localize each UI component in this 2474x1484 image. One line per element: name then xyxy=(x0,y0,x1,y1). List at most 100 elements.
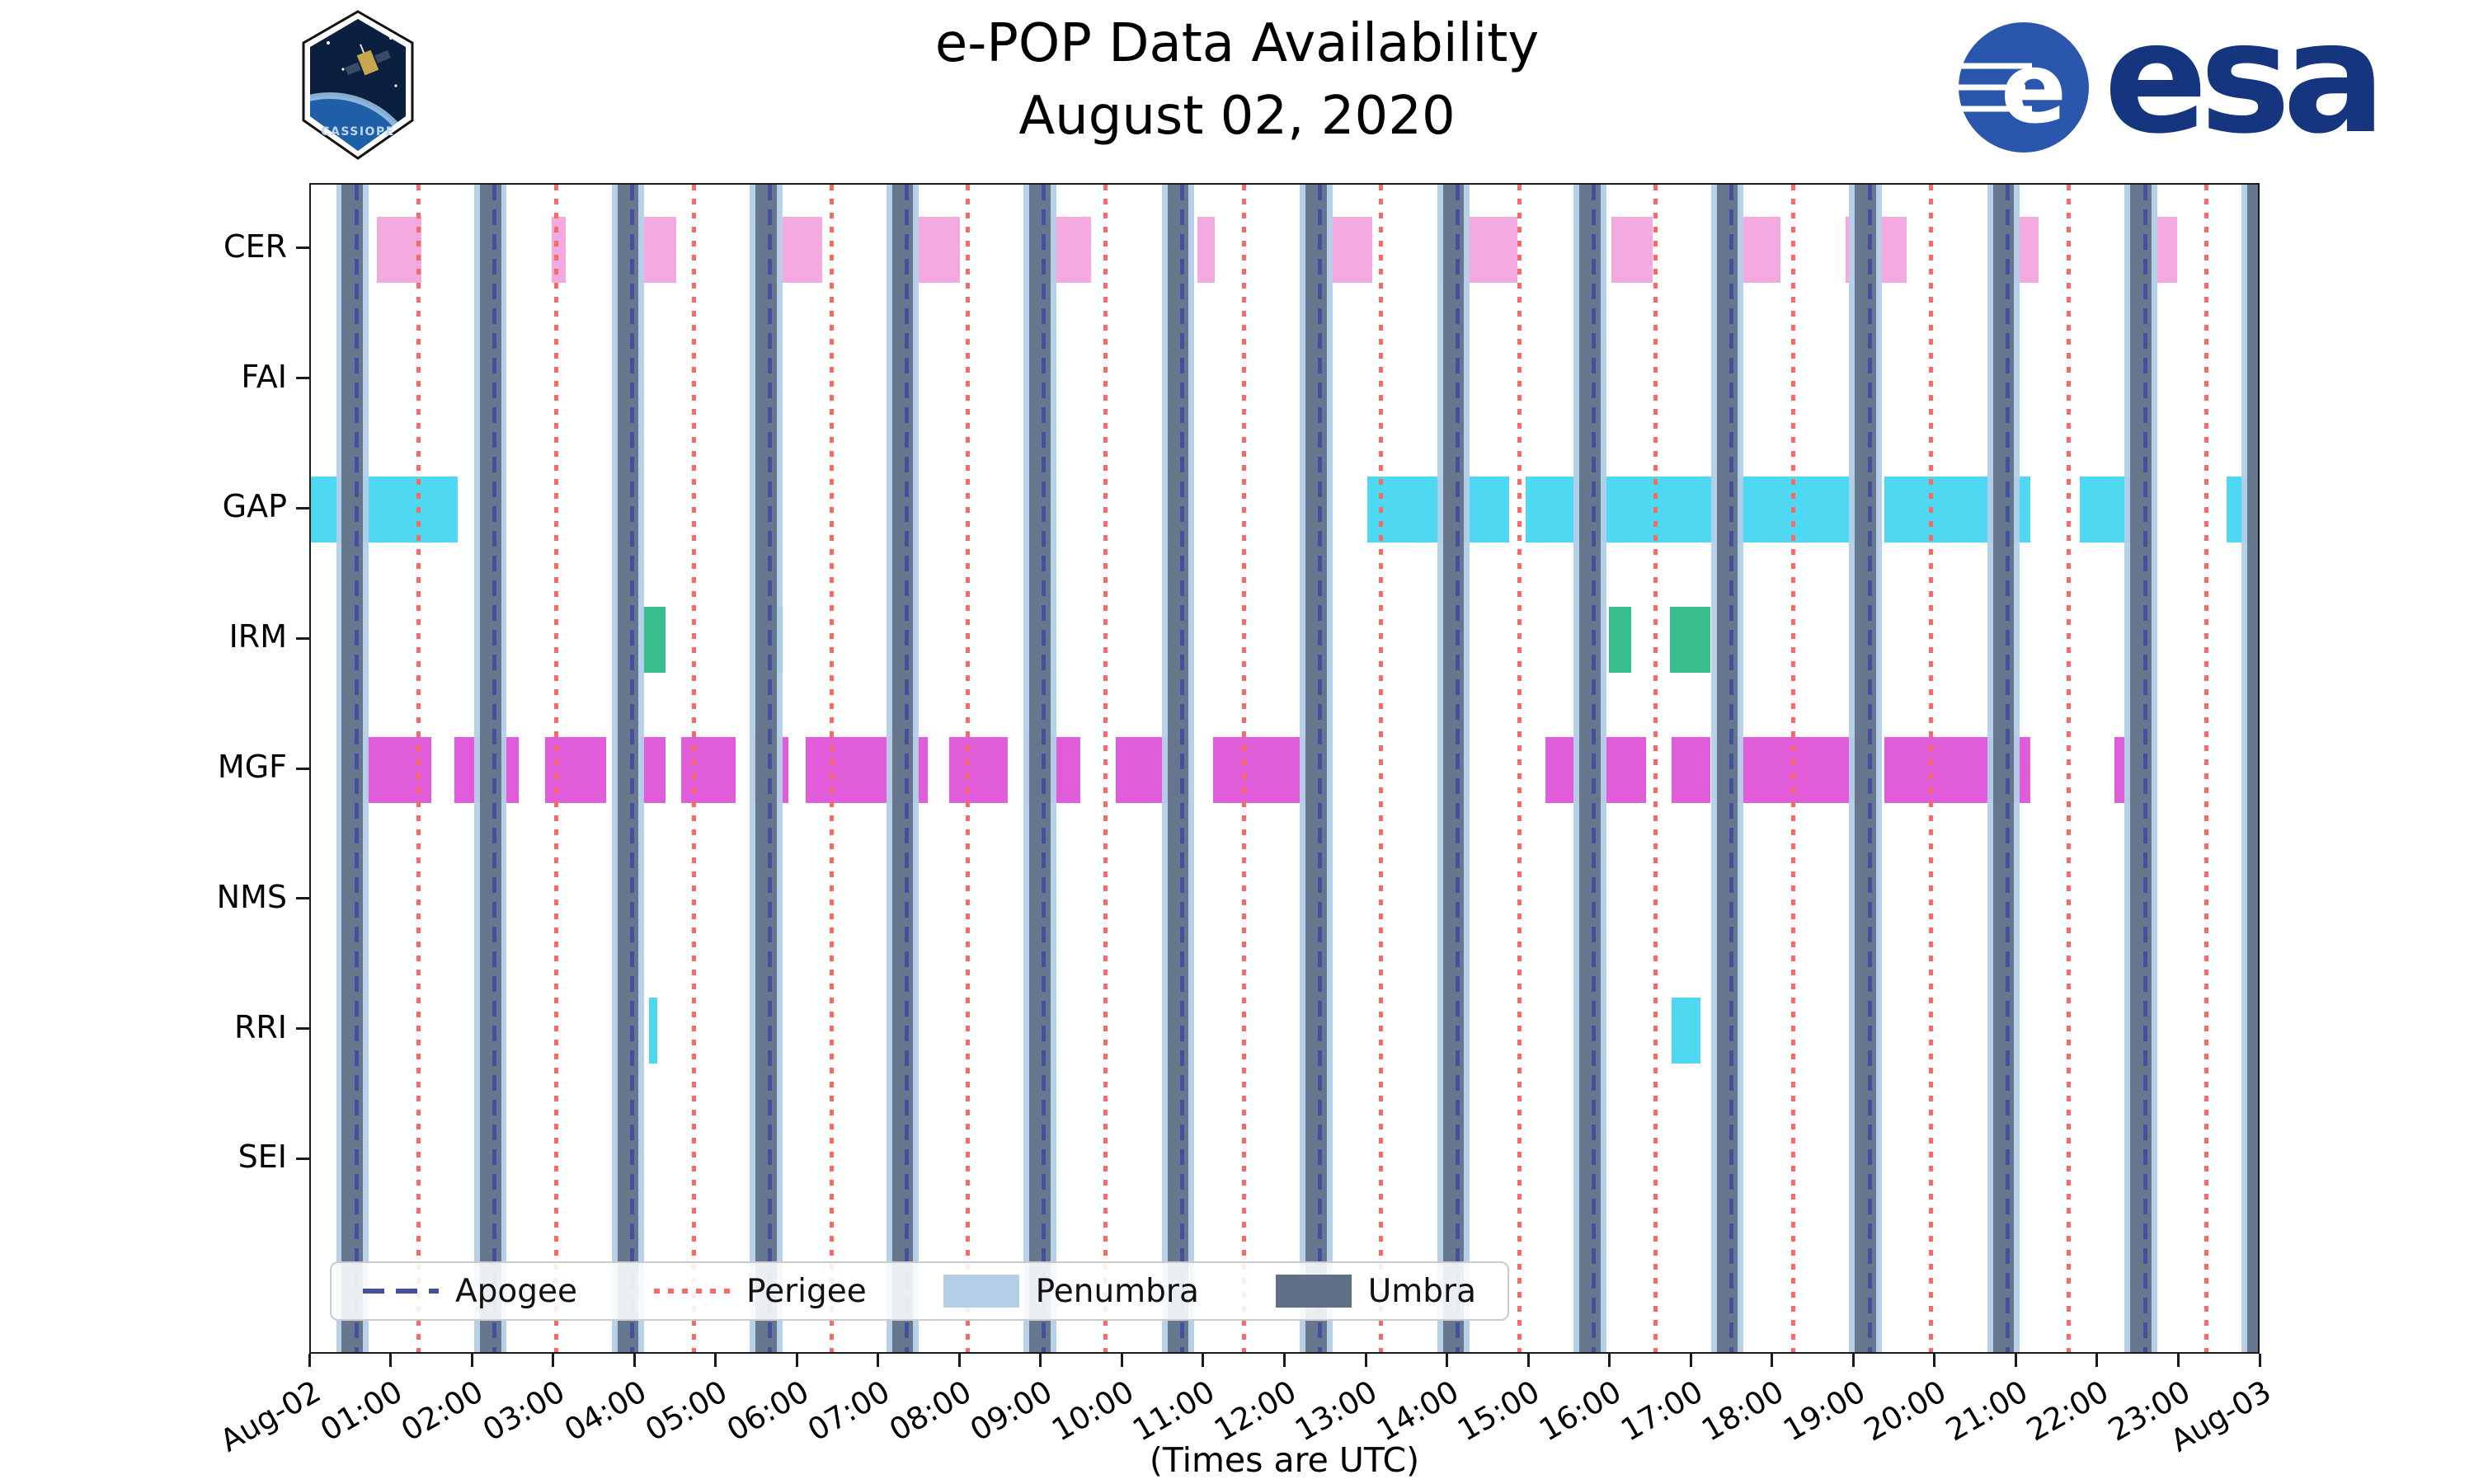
xtick-label: 11:00 xyxy=(1126,1374,1221,1449)
perigee-line xyxy=(1241,185,1246,1352)
availability-bar-irm xyxy=(1669,607,1710,674)
xtick-label: 15:00 xyxy=(1451,1374,1546,1449)
perigee-line xyxy=(1379,185,1384,1352)
umbra-band xyxy=(1992,185,2015,1352)
umbra-band xyxy=(1579,185,1601,1352)
star-dot xyxy=(394,84,397,87)
xtick-label: 13:00 xyxy=(1289,1374,1384,1449)
availability-bar-cer xyxy=(1738,216,1780,283)
xtick-label: 18:00 xyxy=(1696,1374,1790,1449)
apogee-line xyxy=(492,185,497,1352)
xtick-label: 05:00 xyxy=(639,1374,734,1449)
xtick-mark xyxy=(1851,1354,1855,1367)
legend-label: Perigee xyxy=(745,1272,867,1310)
legend-label: Penumbra xyxy=(1035,1272,1199,1310)
apogee-line xyxy=(1592,185,1597,1352)
earth-limb-highlight xyxy=(310,92,406,151)
perigee-line xyxy=(691,185,696,1352)
perigee-line xyxy=(1517,185,1522,1352)
umbra-band xyxy=(617,185,639,1352)
penumbra-patch-sample xyxy=(943,1275,1019,1308)
xtick-label: 07:00 xyxy=(802,1374,896,1449)
perigee-line xyxy=(1929,185,1934,1352)
umbra-band xyxy=(1442,185,1465,1352)
star-dot xyxy=(341,68,345,71)
umbra-band xyxy=(2130,185,2152,1352)
apogee-line xyxy=(904,185,909,1352)
xtick-mark xyxy=(1283,1354,1286,1367)
availability-bar-mgf xyxy=(948,737,1009,803)
umbra-band xyxy=(755,185,777,1352)
xtick-label: 02:00 xyxy=(395,1374,490,1449)
availability-bar-cer xyxy=(911,216,961,283)
star-dot xyxy=(327,41,330,45)
availability-bar-cer xyxy=(1611,216,1653,283)
xtick-label: 04:00 xyxy=(557,1374,652,1449)
xtick-label: 22:00 xyxy=(2020,1374,2115,1449)
x-axis-title: (Times are UTC) xyxy=(1149,1440,1420,1480)
xtick-mark xyxy=(1120,1354,1123,1367)
umbra-band xyxy=(1305,185,1327,1352)
availability-bar-mgf xyxy=(1671,737,1710,803)
ytick-label-cer: CER xyxy=(223,228,287,265)
perigee-dotted-line-sample xyxy=(653,1289,730,1294)
availability-bar-mgf xyxy=(681,737,736,803)
xtick-mark xyxy=(2095,1354,2099,1367)
umbra-band xyxy=(891,185,914,1352)
esa-wordmark: esa xyxy=(2104,0,2386,167)
xtick-mark xyxy=(2176,1354,2180,1367)
apogee-line xyxy=(768,185,773,1352)
apogee-line xyxy=(2006,185,2011,1352)
perigee-line xyxy=(416,185,421,1352)
xtick-label: 09:00 xyxy=(964,1374,1059,1449)
xtick-label: 01:00 xyxy=(314,1374,409,1449)
ytick-label-irm: IRM xyxy=(228,618,287,655)
umbra-band xyxy=(1855,185,1876,1352)
legend-item-umbra: Umbra xyxy=(1275,1273,1476,1310)
xtick-mark xyxy=(470,1354,473,1367)
availability-bar-mgf xyxy=(641,737,666,803)
umbra-band xyxy=(1716,185,1738,1352)
xtick-label: 03:00 xyxy=(477,1374,571,1449)
perigee-line xyxy=(1103,185,1108,1352)
ytick-label-gap: GAP xyxy=(222,488,287,525)
apogee-line xyxy=(1729,185,1733,1352)
xtick-mark xyxy=(714,1354,717,1367)
umbra-band xyxy=(479,185,501,1352)
availability-bar-irm xyxy=(641,607,666,674)
ytick-mark xyxy=(296,767,309,770)
apogee-line xyxy=(2142,185,2147,1352)
perigee-line xyxy=(965,185,970,1352)
xtick-mark xyxy=(1446,1354,1449,1367)
satellite-graphic xyxy=(345,44,391,76)
perigee-line xyxy=(1790,185,1795,1352)
xtick-mark xyxy=(1364,1354,1367,1367)
xtick-mark xyxy=(2014,1354,2017,1367)
ytick-mark xyxy=(296,506,309,510)
apogee-line xyxy=(1042,185,1047,1352)
xtick-label: 16:00 xyxy=(1533,1374,1628,1449)
apogee-line xyxy=(1455,185,1460,1352)
ytick-label-nms: NMS xyxy=(216,878,287,915)
ytick-label-fai: FAI xyxy=(241,358,287,395)
umbra-band xyxy=(1029,185,1051,1352)
xtick-label: 10:00 xyxy=(1046,1374,1140,1449)
xtick-mark xyxy=(308,1354,311,1367)
xtick-mark xyxy=(1202,1354,1205,1367)
ytick-mark xyxy=(296,1027,309,1031)
xtick-mark xyxy=(957,1354,961,1367)
umbra-band xyxy=(2247,185,2258,1352)
ytick-mark xyxy=(296,1157,309,1160)
legend-item-perigee: Perigee xyxy=(653,1272,867,1310)
svg-text:e: e xyxy=(2001,31,2067,145)
ytick-label-rri: RRI xyxy=(233,1008,287,1045)
legend-item-penumbra: Penumbra xyxy=(943,1273,1199,1310)
cassiope-mission-patch-logo: CASSIOPE xyxy=(302,10,414,160)
chart-title: e-POP Data Availability xyxy=(934,13,1540,74)
xtick-mark xyxy=(1526,1354,1530,1367)
availability-bar-cer xyxy=(376,216,421,283)
apogee-line xyxy=(1318,185,1323,1352)
perigee-line xyxy=(2066,185,2071,1352)
apogee-line xyxy=(354,185,359,1352)
xtick-mark xyxy=(877,1354,880,1367)
